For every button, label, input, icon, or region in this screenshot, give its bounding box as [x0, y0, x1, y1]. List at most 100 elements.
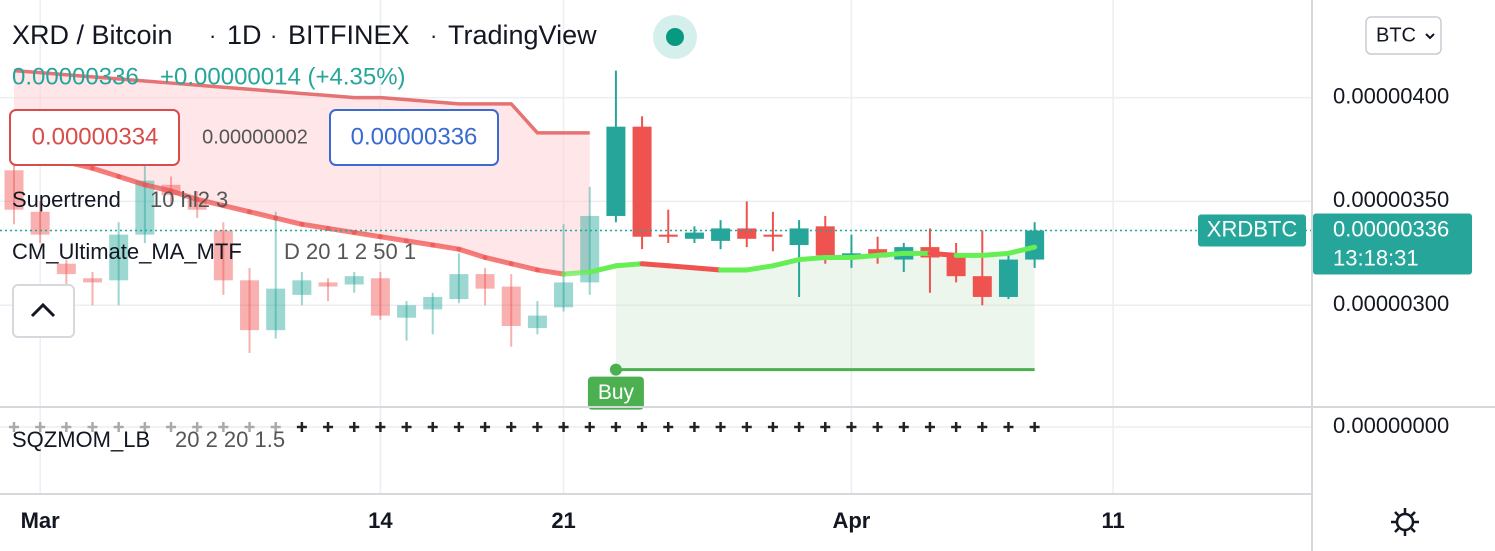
- ma-segment: [508, 261, 540, 273]
- squeeze-cross: [323, 422, 334, 432]
- gear: [1395, 512, 1415, 532]
- squeeze-cross: [846, 422, 857, 432]
- squeeze-cross: [872, 422, 883, 432]
- indicator-name: CM_Ultimate_MA_MTF: [12, 239, 242, 264]
- x-tick-label: 11: [1102, 508, 1125, 533]
- squeeze-cross: [270, 422, 281, 432]
- squeeze-cross: [218, 422, 229, 432]
- ma-segment: [691, 265, 724, 273]
- gear-teeth: [1391, 508, 1419, 536]
- squeeze-cross: [951, 422, 962, 432]
- y-tick-label: 0.00000350: [1333, 187, 1449, 212]
- candle-body: [972, 276, 992, 297]
- marks: Buy: [0, 68, 1312, 432]
- ma-segment: [587, 263, 619, 275]
- squeeze-cross: [61, 422, 72, 432]
- ma-segment: [430, 242, 462, 252]
- market-status-dot: [666, 28, 684, 46]
- candle-body: [998, 259, 1018, 297]
- candle-body: [344, 276, 364, 285]
- squeeze-cross: [689, 422, 700, 432]
- squeeze-cross: [794, 422, 805, 432]
- candle-body: [109, 234, 129, 281]
- squeeze-cross: [715, 422, 726, 432]
- ma-segment: [979, 250, 1011, 258]
- currency-button[interactable]: [1365, 16, 1442, 55]
- squeeze-cross: [401, 422, 412, 432]
- squeeze-cross: [558, 422, 569, 432]
- chevron-icon: [30, 302, 56, 318]
- squeeze-cross: [637, 422, 648, 432]
- squeeze-cross: [453, 422, 464, 432]
- settings-icon[interactable]: [1391, 508, 1419, 536]
- indicator-name: Supertrend: [12, 187, 121, 212]
- squeeze-cross: [87, 422, 98, 432]
- indicator-params: D 20 1 2 50 1: [284, 239, 416, 264]
- squeeze-cross: [820, 422, 831, 432]
- ma-segment: [927, 250, 959, 258]
- interval: 1D: [227, 20, 262, 50]
- squeeze-cross: [244, 422, 255, 432]
- ma-segment: [273, 215, 305, 227]
- ma-segment: [194, 196, 226, 209]
- candle-body: [56, 263, 76, 275]
- y-tick-label: 0.00000400: [1333, 83, 1449, 108]
- squeeze-cross: [924, 422, 935, 432]
- ma-segment: [168, 188, 200, 202]
- squeeze-cross: [296, 422, 307, 432]
- dropdown-icon: [1425, 33, 1435, 40]
- candle-body: [763, 234, 783, 237]
- ma-segment: [613, 261, 645, 269]
- ask: 0.00000336: [351, 123, 478, 150]
- ma-segment: [796, 254, 828, 263]
- separator: ·: [270, 23, 277, 48]
- sell-button[interactable]: [9, 109, 180, 166]
- squeeze-cross: [767, 422, 778, 432]
- ma-segment: [404, 238, 436, 248]
- ma-segment: [770, 257, 802, 269]
- squeeze-cross: [113, 422, 124, 432]
- separator: ·: [430, 23, 437, 48]
- ma-segment: [848, 252, 881, 260]
- candle-body: [501, 286, 521, 327]
- exchange: BITFINEX: [288, 20, 410, 50]
- squeeze-cross: [427, 422, 438, 432]
- x-tick-label: 14: [368, 508, 393, 533]
- candle-body: [397, 305, 417, 318]
- buy-button[interactable]: [329, 109, 499, 166]
- candle-body: [632, 126, 652, 237]
- currency: BTC: [1376, 24, 1416, 46]
- candle-body: [815, 226, 835, 256]
- squeeze-cross: [139, 422, 150, 432]
- labels: XRD / Bitcoin · 1D · BITFINEX · TradingV…: [9, 15, 1472, 536]
- candle-body: [789, 228, 809, 246]
- candle-body: [527, 315, 547, 329]
- squeeze-cross: [1003, 422, 1014, 432]
- collapse-button[interactable]: [12, 284, 75, 338]
- buy-label-box: [587, 376, 644, 410]
- ma-segment: [116, 174, 148, 188]
- ma-segment: [377, 234, 410, 244]
- symbol-tag: [1198, 214, 1306, 247]
- indicator-params: 20 2 20 1.5: [175, 427, 285, 452]
- ma-segment: [142, 182, 174, 194]
- squeeze-cross: [741, 422, 752, 432]
- symbol-tag-label: XRDBTC: [1207, 216, 1298, 241]
- y-tick-label: 0.00000000: [1333, 413, 1449, 438]
- countdown: 13:18:31: [1333, 245, 1419, 270]
- candle-body: [292, 280, 312, 295]
- indicator-name: SQZMOM_LB: [12, 427, 150, 452]
- y-tick-label: 0.00000300: [1333, 291, 1449, 316]
- source: TradingView: [448, 20, 597, 50]
- ma-segment: [665, 263, 697, 271]
- ma-segment: [744, 263, 776, 273]
- indicator-params: 10 hl2 3: [150, 187, 228, 212]
- price-tag: [1313, 213, 1472, 275]
- ma-segment: [482, 254, 514, 267]
- ma-segment: [456, 246, 488, 260]
- squeeze-cross: [166, 422, 177, 432]
- squeeze-cross: [1029, 422, 1040, 432]
- candle-body: [423, 296, 443, 310]
- squeeze-cross: [663, 422, 674, 432]
